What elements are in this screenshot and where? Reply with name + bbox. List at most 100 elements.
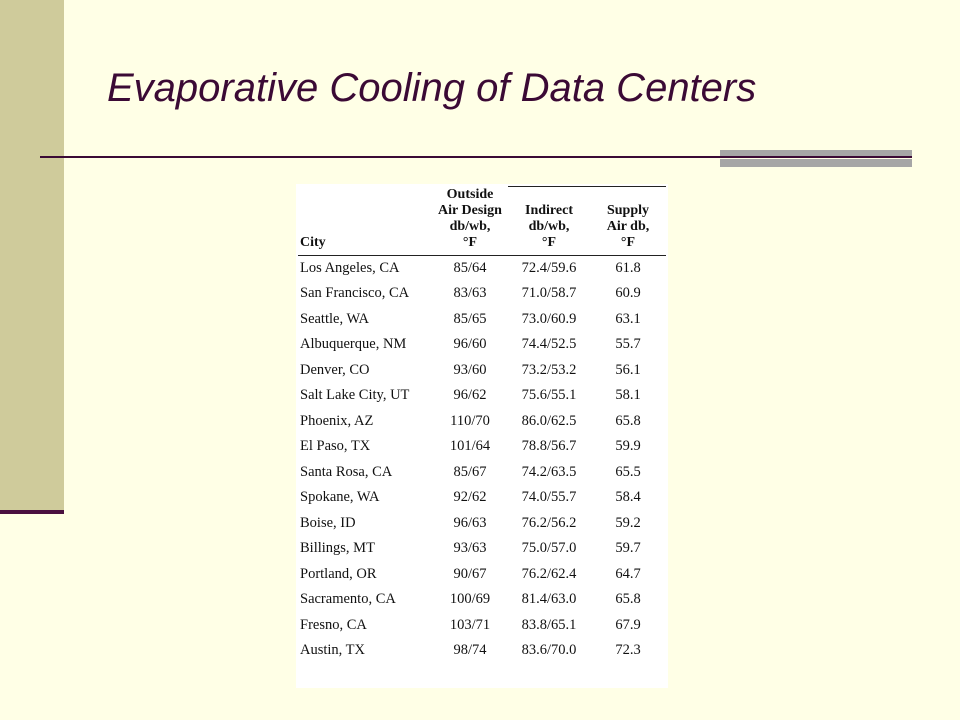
cell-outside-air-design: 85/65 [453, 310, 487, 327]
cell-city: Seattle, WA [300, 310, 369, 327]
header-line: Air Design [438, 202, 502, 218]
cell-city: Salt Lake City, UT [300, 387, 410, 404]
cell-supply-air: 59.9 [615, 438, 641, 455]
cell-outside-air-design: 93/63 [453, 540, 487, 557]
cell-indirect: 75.6/55.1 [521, 387, 577, 404]
cell-city: Spokane, WA [300, 489, 380, 506]
cell-supply-air: 58.4 [615, 489, 641, 506]
cell-city: Portland, OR [300, 565, 377, 582]
cell-city: Boise, ID [300, 514, 356, 531]
table-row: Salt Lake City, UT 96/62 75.6/55.1 58.1 [298, 383, 666, 409]
cell-indirect: 74.4/52.5 [521, 336, 577, 353]
header-line: Outside [446, 186, 494, 202]
table-row: Portland, OR 90/67 76.2/62.4 64.7 [298, 562, 666, 588]
cell-outside-air-design: 93/60 [453, 361, 487, 378]
cell-city: Billings, MT [300, 540, 375, 557]
table-row: Seattle, WA 85/65 73.0/60.9 63.1 [298, 307, 666, 333]
header-line: Supply [606, 202, 650, 218]
title-rule-accent-bottom [720, 159, 912, 167]
cell-indirect: 81.4/63.0 [521, 591, 577, 608]
cell-indirect: 74.2/63.5 [521, 463, 577, 480]
cell-indirect: 71.0/58.7 [521, 285, 577, 302]
slide-title: Evaporative Cooling of Data Centers [107, 66, 757, 110]
header-line: °F [462, 234, 478, 250]
cell-supply-air: 65.8 [615, 591, 641, 608]
header-line: db/wb, [528, 218, 570, 234]
table-body: Los Angeles, CA 85/64 72.4/59.6 61.8 San Fra… [298, 255, 666, 664]
cell-city: Fresno, CA [300, 616, 367, 633]
left-accent-underline [0, 510, 64, 514]
cell-city: Phoenix, AZ [300, 412, 374, 429]
cell-city: San Francisco, CA [300, 285, 410, 302]
title-rule [40, 156, 912, 158]
table-row: El Paso, TX 101/64 78.8/56.7 59.9 [298, 434, 666, 460]
cell-indirect: 73.2/53.2 [521, 361, 577, 378]
cell-city: Los Angeles, CA [300, 259, 400, 276]
cell-outside-air-design: 85/64 [453, 259, 487, 276]
table-row: Fresno, CA 103/71 83.8/65.1 67.9 [298, 613, 666, 639]
cell-outside-air-design: 83/63 [453, 285, 487, 302]
cell-indirect: 73.0/60.9 [521, 310, 577, 327]
header-line: °F [541, 234, 557, 250]
table-row: San Francisco, CA 83/63 71.0/58.7 60.9 [298, 281, 666, 307]
header-city: City [298, 186, 432, 256]
cooling-data-table: City Outside Air Design db/wb, °F Indire… [298, 186, 666, 664]
table-row: Albuquerque, NM 96/60 74.4/52.5 55.7 [298, 332, 666, 358]
cell-supply-air: 61.8 [615, 259, 641, 276]
cell-supply-air: 64.7 [615, 565, 641, 582]
table-row: Phoenix, AZ 110/70 86.0/62.5 65.8 [298, 409, 666, 435]
cell-supply-air: 65.8 [615, 412, 641, 429]
table-row: Boise, ID 96/63 76.2/56.2 59.2 [298, 511, 666, 537]
cell-outside-air-design: 110/70 [450, 412, 490, 429]
table-row: Billings, MT 93/63 75.0/57.0 59.7 [298, 536, 666, 562]
cell-outside-air-design: 96/60 [453, 336, 487, 353]
cell-city: Santa Rosa, CA [300, 463, 393, 480]
cell-supply-air: 55.7 [615, 336, 641, 353]
cell-indirect: 78.8/56.7 [521, 438, 577, 455]
cell-outside-air-design: 96/62 [453, 387, 487, 404]
cell-city: Austin, TX [300, 642, 365, 659]
table-row: Austin, TX 98/74 83.6/70.0 72.3 [298, 638, 666, 664]
header-line: Indirect [525, 202, 573, 218]
table-row: Sacramento, CA 100/69 81.4/63.0 65.8 [298, 587, 666, 613]
table-row: Los Angeles, CA 85/64 72.4/59.6 61.8 [298, 255, 666, 281]
cell-supply-air: 72.3 [615, 642, 641, 659]
table-row: Denver, CO 93/60 73.2/53.2 56.1 [298, 358, 666, 384]
cell-indirect: 72.4/59.6 [521, 259, 577, 276]
cell-outside-air-design: 98/74 [453, 642, 487, 659]
cell-outside-air-design: 85/67 [453, 463, 487, 480]
cell-supply-air: 59.7 [615, 540, 641, 557]
header-line: Air db, [606, 218, 650, 234]
cell-supply-air: 59.2 [615, 514, 641, 531]
cell-outside-air-design: 90/67 [453, 565, 487, 582]
cell-supply-air: 63.1 [615, 310, 641, 327]
cell-outside-air-design: 96/63 [453, 514, 487, 531]
table-row: Santa Rosa, CA 85/67 74.2/63.5 65.5 [298, 460, 666, 486]
cell-indirect: 75.0/57.0 [521, 540, 577, 557]
header-city-line: City [300, 234, 326, 250]
cell-outside-air-design: 101/64 [449, 438, 491, 455]
cell-city: Albuquerque, NM [300, 336, 407, 353]
cell-supply-air: 60.9 [615, 285, 641, 302]
cell-city: Denver, CO [300, 361, 370, 378]
cell-indirect: 83.8/65.1 [521, 616, 577, 633]
cell-indirect: 83.6/70.0 [521, 642, 577, 659]
cell-indirect: 86.0/62.5 [521, 412, 577, 429]
cell-indirect: 76.2/56.2 [521, 514, 577, 531]
cell-city: El Paso, TX [300, 438, 371, 455]
cell-outside-air-design: 92/62 [453, 489, 487, 506]
cell-supply-air: 65.5 [615, 463, 641, 480]
header-outside-air-design: Outside Air Design db/wb, °F [432, 186, 508, 256]
cell-supply-air: 56.1 [615, 361, 641, 378]
header-indirect: Indirect db/wb, °F [508, 186, 590, 256]
cell-supply-air: 67.9 [615, 616, 641, 633]
cell-supply-air: 58.1 [615, 387, 641, 404]
cell-indirect: 76.2/62.4 [521, 565, 577, 582]
header-line: db/wb, [449, 218, 491, 234]
table-row: Spokane, WA 92/62 74.0/55.7 58.4 [298, 485, 666, 511]
cell-outside-air-design: 100/69 [449, 591, 491, 608]
cell-indirect: 74.0/55.7 [521, 489, 577, 506]
title-rule-accent-top [720, 150, 912, 156]
header-line: °F [620, 234, 636, 250]
cell-outside-air-design: 103/71 [449, 616, 491, 633]
